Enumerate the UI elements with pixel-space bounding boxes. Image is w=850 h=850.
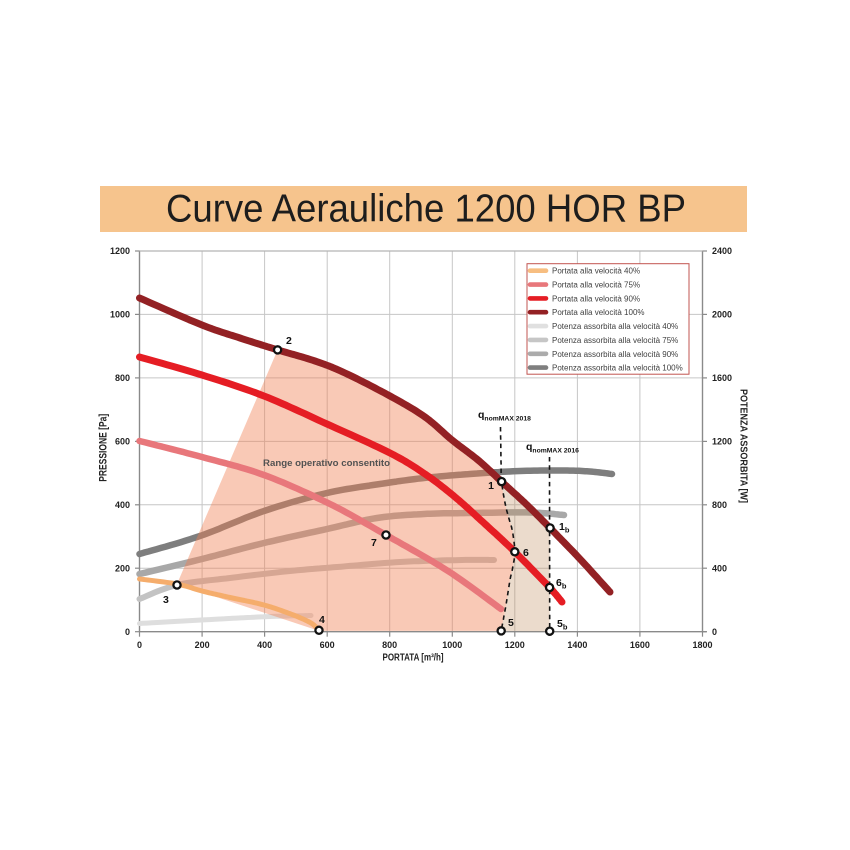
svg-text:1000: 1000 [442,640,462,650]
svg-text:6: 6 [523,547,529,559]
svg-text:Portata alla velocità 90%: Portata alla velocità 90% [552,294,640,303]
svg-text:Portata alla velocità 100%: Portata alla velocità 100% [552,308,645,317]
svg-text:qnomMAX 2016: qnomMAX 2016 [526,441,579,455]
svg-text:5b: 5b [557,618,568,632]
svg-text:Portata alla velocità 75%: Portata alla velocità 75% [552,281,640,290]
svg-text:200: 200 [195,640,210,650]
svg-text:1400: 1400 [567,640,587,650]
svg-text:Potenza assorbita alla velocit: Potenza assorbita alla velocità 40% [552,322,678,331]
svg-text:1: 1 [488,480,494,492]
svg-text:2400: 2400 [712,246,732,256]
svg-text:Range operativo consentito: Range operativo consentito [263,458,390,469]
svg-text:qnomMAX 2018: qnomMAX 2018 [478,409,531,423]
svg-text:200: 200 [115,564,130,574]
svg-text:800: 800 [115,373,130,383]
svg-text:PORTATA [m³/h]: PORTATA [m³/h] [383,652,444,663]
svg-text:400: 400 [115,500,130,510]
svg-text:1600: 1600 [630,640,650,650]
svg-text:2: 2 [286,335,292,347]
svg-text:6b: 6b [556,577,567,591]
svg-text:Potenza assorbita alla velocit: Potenza assorbita alla velocità 75% [552,336,678,345]
svg-text:PRESSIONE [Pa]: PRESSIONE [Pa] [97,414,109,482]
svg-text:1800: 1800 [692,640,712,650]
svg-text:Potenza assorbita alla velocit: Potenza assorbita alla velocità 100% [552,364,683,373]
svg-text:1000: 1000 [110,310,130,320]
svg-text:400: 400 [257,640,272,650]
svg-text:1600: 1600 [712,373,732,383]
svg-text:4: 4 [319,614,325,626]
svg-text:800: 800 [712,500,727,510]
svg-text:Potenza assorbita alla velocit: Potenza assorbita alla velocità 90% [552,350,678,359]
svg-text:0: 0 [137,640,142,650]
svg-text:Curve Aerauliche 1200 HOR BP: Curve Aerauliche 1200 HOR BP [166,188,686,231]
svg-text:1200: 1200 [110,246,130,256]
svg-text:Portata alla velocità 40%: Portata alla velocità 40% [552,267,640,276]
svg-text:0: 0 [125,627,130,637]
svg-text:1200: 1200 [712,437,732,447]
svg-text:POTENZA ASSORBITA [W]: POTENZA ASSORBITA [W] [738,389,749,503]
svg-text:0: 0 [712,627,717,637]
svg-text:5: 5 [508,617,514,629]
svg-text:800: 800 [382,640,397,650]
svg-text:1b: 1b [559,521,570,535]
svg-text:3: 3 [163,594,169,606]
svg-text:600: 600 [320,640,335,650]
svg-text:7: 7 [371,537,377,549]
svg-text:1200: 1200 [505,640,525,650]
svg-text:2000: 2000 [712,310,732,320]
svg-text:400: 400 [712,564,727,574]
svg-text:600: 600 [115,437,130,447]
